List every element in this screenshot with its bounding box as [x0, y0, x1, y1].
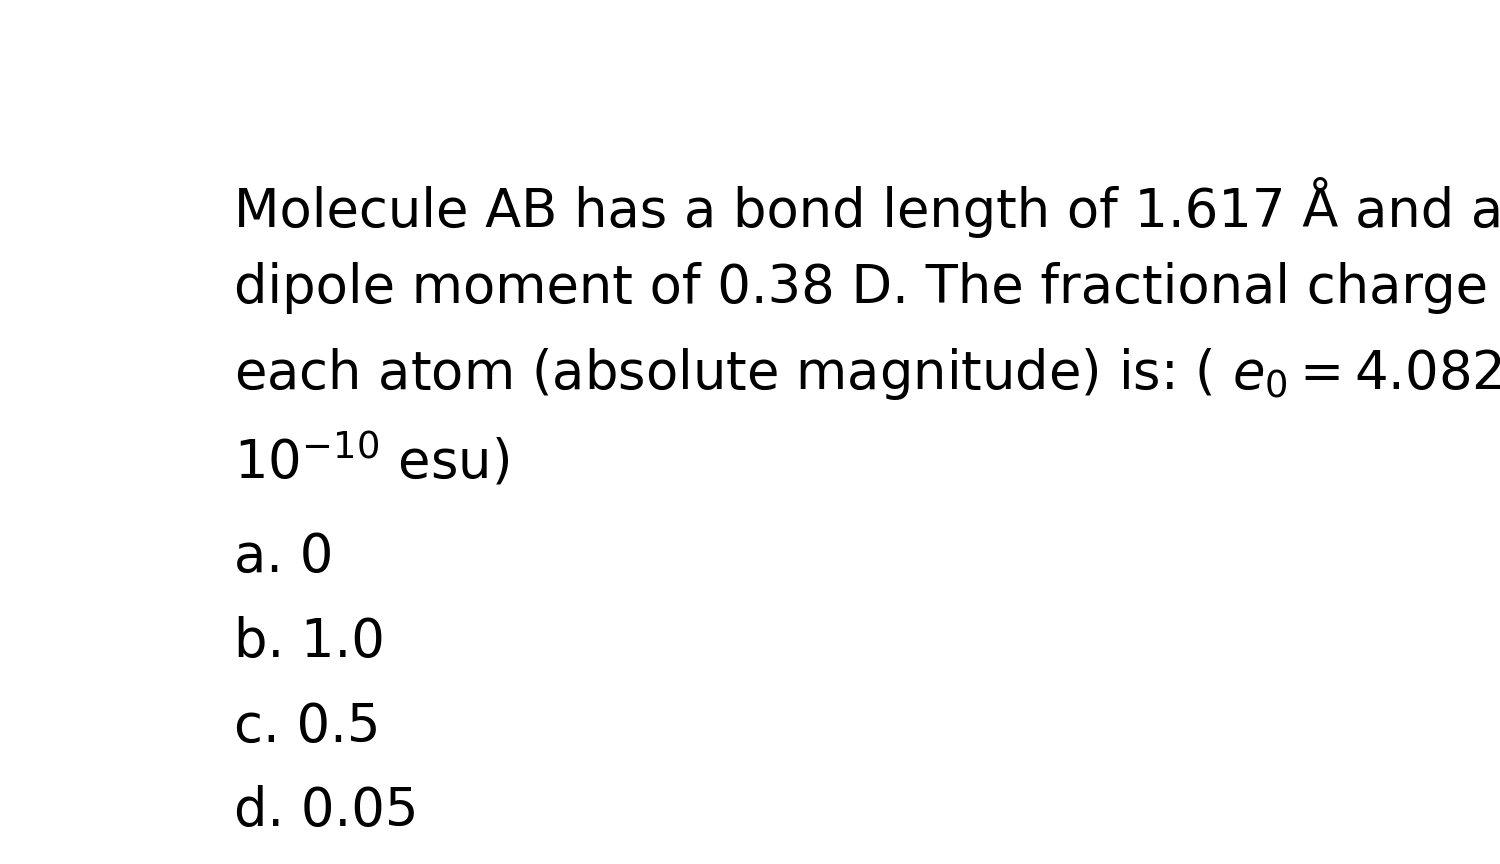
- Text: c. 0.5: c. 0.5: [234, 701, 381, 753]
- Text: b. 1.0: b. 1.0: [234, 616, 386, 668]
- Text: $10^{-10}$ esu): $10^{-10}$ esu): [234, 431, 509, 489]
- Text: dipole moment of 0.38 D. The fractional charge on: dipole moment of 0.38 D. The fractional …: [234, 262, 1500, 314]
- Text: a. 0: a. 0: [234, 531, 333, 583]
- Text: Molecule AB has a bond length of 1.617 Å and a: Molecule AB has a bond length of 1.617 Å…: [234, 177, 1500, 238]
- Text: each atom (absolute magnitude) is: ( $e_0 = 4.082 \times$: each atom (absolute magnitude) is: ( $e_…: [234, 346, 1500, 403]
- Text: d. 0.05: d. 0.05: [234, 785, 418, 837]
